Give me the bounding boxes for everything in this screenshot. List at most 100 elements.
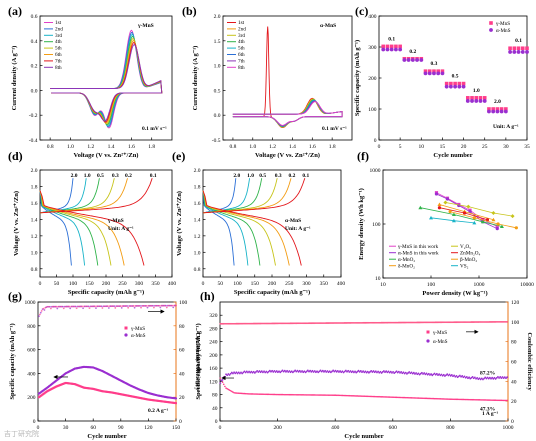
panel-h-alpha-point — [495, 376, 498, 379]
panel-g-xtick-label: 120 — [144, 425, 153, 431]
panel-h-alpha-point — [262, 371, 264, 374]
panel-h-gamma-point — [492, 399, 495, 401]
panel-g-ce-point — [127, 306, 130, 309]
panel-h-gamma-point — [311, 394, 314, 396]
panel-h-gamma-point — [403, 396, 406, 399]
panel-c-alpha-point — [402, 58, 407, 62]
panel-c-alpha-point — [406, 58, 411, 62]
panel-h-gamma-point — [279, 393, 281, 396]
panel-h-gamma-point — [462, 398, 465, 401]
panel-h-alpha-point — [229, 372, 232, 375]
panel-h-alpha-point — [328, 370, 331, 373]
panel-g-ce-point — [120, 306, 123, 309]
panel-h-gamma-point — [455, 398, 458, 401]
panel-h-alpha-point — [450, 374, 453, 376]
panel-h-gamma-point — [325, 394, 328, 396]
panel-a-ytick-label: 0.6 — [31, 14, 38, 20]
panel-h-gamma-point — [335, 394, 338, 397]
panel-h-gamma-point — [237, 392, 240, 395]
panel-c-alpha-point — [389, 47, 394, 52]
panel-d-ytick-label: 2.0 — [31, 168, 38, 174]
panel-h-alpha-point — [400, 371, 403, 373]
panel-h-alpha-point — [290, 370, 293, 373]
panel-a-rate: 0.1 mV s⁻¹ — [142, 126, 167, 132]
panel-h-gamma-point — [436, 397, 438, 400]
panel-h-gamma-point — [467, 398, 469, 401]
panel-h-gamma-point — [392, 396, 394, 399]
panel-h-gamma-point — [316, 394, 318, 396]
panel-a-xlabel: Voltage (V vs. Zn²⁺/Zn) — [74, 152, 139, 159]
panel-c-gamma-point — [398, 44, 402, 49]
panel-h-gamma-point — [300, 394, 302, 396]
panel-b-legend-2: 2nd — [238, 26, 246, 32]
panel-h-gamma-point — [428, 397, 430, 400]
panel-e-discharge-1.0 — [202, 190, 249, 266]
panel-f-point — [437, 202, 442, 206]
panel-f-point — [472, 220, 477, 225]
panel-f-xtick-label: 100 — [427, 282, 436, 288]
panel-g-ce-point — [101, 307, 104, 309]
panel-h-gamma-point — [349, 394, 352, 397]
panel-b-ytick-label: 2.0 — [214, 14, 221, 20]
panel-h-alpha-point — [404, 371, 407, 374]
panel-h-gamma-point — [468, 398, 470, 401]
panel-h-alpha-point — [493, 376, 496, 379]
panel-c-alpha-point — [410, 58, 415, 62]
panel-c-ytick-label: 200 — [368, 76, 377, 82]
panel-h-gamma-point — [274, 393, 277, 396]
panel-h-alpha-point — [253, 372, 256, 374]
panel-h-alpha-point — [505, 377, 507, 380]
panel-h-gamma-point — [480, 399, 483, 401]
panel-h-gamma-point — [343, 394, 346, 397]
panel-d-xtick-label: 350 — [151, 281, 160, 287]
panel-h-gamma-point — [421, 397, 423, 400]
panel-h-alpha-point — [410, 371, 413, 374]
panel-h-alpha-point — [494, 378, 497, 380]
panel-b-xtick-label: 1.8 — [329, 144, 336, 150]
panel-c-alpha-point — [419, 58, 424, 62]
panel-f-point — [496, 222, 500, 226]
panel-g-ce-point — [49, 307, 52, 310]
panel-h-gamma-point — [340, 394, 343, 397]
panel-f-point — [466, 204, 471, 209]
panel-h-alpha-point — [503, 376, 506, 379]
panel-d-rate-label-2.0: 2.0 — [71, 173, 78, 179]
panel-h-gamma-point — [363, 395, 366, 398]
panel-g-ytick-label: 600 — [27, 348, 36, 354]
panel-d-discharge-0.3 — [39, 190, 112, 266]
panel-h-gamma-point — [434, 397, 437, 400]
panel-h-alpha-point — [459, 374, 461, 377]
panel-h-alpha-point — [487, 377, 490, 380]
panel-g-legend-alpha-marker — [124, 333, 128, 337]
panel-d-ylabel: Voltage (V vs. Zn²⁺/Zn) — [13, 191, 20, 256]
panel-h-gamma-point — [444, 398, 446, 400]
panel-g-ce-point — [164, 304, 167, 307]
panel-h-alpha-point — [235, 371, 238, 374]
panel-h-gamma-point — [472, 398, 475, 401]
panel-c-legend-alpha-marker — [489, 28, 493, 32]
panel-g-ce-point — [69, 307, 72, 310]
panel-b-legend-6: 6th — [238, 52, 245, 58]
panel-h-alpha-point — [372, 370, 375, 372]
panel-h-gamma-point — [338, 394, 340, 397]
panel-g-ce-point — [126, 305, 129, 307]
panel-c-alpha-point — [394, 47, 398, 52]
panel-e-ylabel: Voltage (V vs. Zn²⁺/Zn) — [176, 191, 183, 256]
panel-h-gamma-point — [295, 393, 298, 396]
panel-h-alpha-point — [234, 372, 237, 375]
panel-d-ytick-label: 1.8 — [31, 184, 38, 190]
panel-e-ytick-label: 1.0 — [194, 250, 201, 256]
panel-c-gamma-point — [432, 69, 436, 73]
panel-c-alpha-point — [491, 109, 496, 114]
panel-c-alpha-point — [525, 50, 529, 54]
panel-h-gamma-point — [362, 395, 364, 397]
panel-a-legend-1: 1st — [55, 20, 62, 26]
panel-h-label: (h) — [200, 289, 215, 303]
panel-g-ce-point — [158, 304, 161, 307]
panel-h-gamma-point — [310, 394, 313, 396]
panel-d-discharge-0.2 — [39, 190, 125, 266]
panel-d-rate-label-1.0: 1.0 — [84, 173, 91, 179]
panel-c-gamma-point — [478, 96, 483, 100]
panel-g-ce-point — [152, 304, 154, 307]
panel-h-gamma-point — [357, 395, 360, 397]
